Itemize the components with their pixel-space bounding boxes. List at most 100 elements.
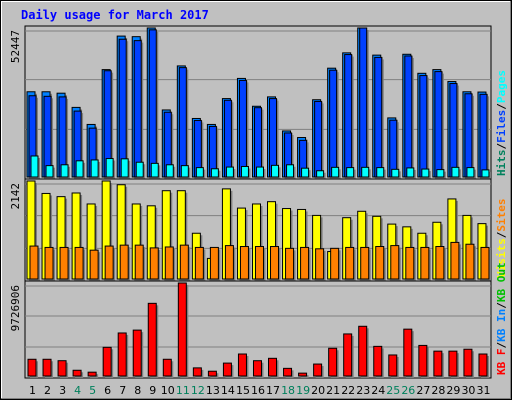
pages-bar <box>391 168 401 179</box>
sites-bar-body <box>149 247 159 280</box>
sites-bar-body <box>194 246 204 280</box>
sites-bar-body <box>480 246 490 280</box>
legend-item: / <box>495 103 508 110</box>
sites-bar-body <box>345 246 355 280</box>
kbytes-bar-shadow <box>300 375 309 378</box>
files-bar <box>118 38 129 179</box>
pages-bar <box>105 158 116 179</box>
x-tick-label: 18 <box>281 384 295 397</box>
kbytes-bar <box>177 282 189 378</box>
pages-bar-body <box>45 165 54 178</box>
pages-bar <box>301 167 311 179</box>
files-bar <box>238 79 249 179</box>
pages-bar-body <box>316 170 325 178</box>
kbytes-bar-body <box>418 344 428 377</box>
pages-bar-body <box>105 158 114 178</box>
kbytes-bar <box>373 345 384 378</box>
sites-bar <box>420 246 431 281</box>
y-max-label: 9726906 <box>9 285 22 331</box>
pages-bar <box>346 167 356 179</box>
sites-bar <box>390 245 401 281</box>
x-tick-label: 13 <box>206 384 220 397</box>
x-tick-label: 16 <box>251 384 265 397</box>
sites-bar <box>330 247 341 281</box>
pages-bar <box>165 164 176 179</box>
x-tick-label: 29 <box>446 384 460 397</box>
legend-item: / <box>495 302 508 309</box>
pages-bar-body <box>210 168 219 178</box>
pages-bar-body <box>240 165 249 178</box>
kbytes-bar-body <box>177 282 187 377</box>
x-tick-label: 6 <box>104 384 111 397</box>
kbytes-bar-body <box>42 358 52 377</box>
kbytes-bar <box>418 344 429 378</box>
x-tick-label: 5 <box>89 384 96 397</box>
files-bar <box>359 27 369 179</box>
sites-bar-body <box>405 246 415 280</box>
x-tick-label: 31 <box>476 384 490 397</box>
sites-bar <box>59 246 71 281</box>
kbytes-bar-body <box>207 370 217 377</box>
files-bar <box>344 54 354 179</box>
pages-bar <box>255 166 266 179</box>
pages-bar-body <box>225 166 234 178</box>
pages-bar-body <box>421 168 430 178</box>
x-tick-label: 1 <box>29 384 36 397</box>
legend-item: KB In <box>495 309 508 342</box>
kbytes-bar-body <box>237 353 247 377</box>
x-tick-label: 7 <box>119 384 126 397</box>
kbytes-bar-body <box>328 347 338 377</box>
sites-bar <box>134 244 146 281</box>
sites-bar-body <box>420 246 430 280</box>
pages-bar <box>45 165 56 179</box>
legend-item: / <box>495 342 508 349</box>
sites-bar-body <box>224 245 234 280</box>
sites-bar-body <box>44 246 54 280</box>
sites-bar-body <box>360 246 370 280</box>
sites-bar-body <box>89 249 99 280</box>
pages-bar <box>406 167 416 179</box>
pages-bar-body <box>60 164 69 178</box>
pages-bar-body <box>301 167 310 178</box>
kbytes-bar <box>328 347 339 378</box>
pages-bar-body <box>135 161 144 178</box>
sites-bar-body <box>59 246 69 280</box>
kbytes-bar <box>268 357 279 378</box>
files-bar <box>419 75 429 179</box>
kbytes-bar <box>132 329 144 378</box>
kbytes-bar <box>283 367 294 378</box>
pages-bar <box>316 170 326 179</box>
pages-bar-body <box>150 162 159 178</box>
sites-bar <box>285 247 296 281</box>
sites-bar-body <box>134 244 144 280</box>
legend-kbytes: KB F/KB In/KB Out <box>495 262 508 375</box>
sites-bar-body <box>74 246 84 280</box>
y-max-label: 2142 <box>9 183 22 210</box>
pages-bar <box>466 167 476 179</box>
kbytes-bar <box>388 354 399 378</box>
pages-bar <box>210 168 221 179</box>
x-tick-label: 23 <box>356 384 370 397</box>
kbytes-bar-body <box>343 333 353 377</box>
sites-bar <box>239 246 251 281</box>
pages-bar-body <box>90 159 99 178</box>
legend-item: Sites <box>495 199 508 232</box>
pages-bar-body <box>436 169 445 178</box>
sites-bar <box>480 246 491 281</box>
x-tick-label: 11 <box>176 384 190 397</box>
legend-item: KB F <box>495 349 508 376</box>
sites-bar-body <box>239 246 249 280</box>
sites-bar-body <box>300 246 310 280</box>
sites-bar-body <box>390 245 400 280</box>
pages-bar <box>60 164 71 179</box>
sites-bar-body <box>450 241 460 280</box>
kbytes-bar-body <box>358 325 368 377</box>
pages-bar <box>451 166 461 179</box>
kbytes-bar-body <box>132 329 142 377</box>
pages-bar-body <box>466 167 475 178</box>
sites-bar <box>104 245 116 281</box>
kbytes-bar-body <box>403 328 413 377</box>
kbytes-bar <box>433 350 444 378</box>
kbytes-bar <box>343 333 354 378</box>
